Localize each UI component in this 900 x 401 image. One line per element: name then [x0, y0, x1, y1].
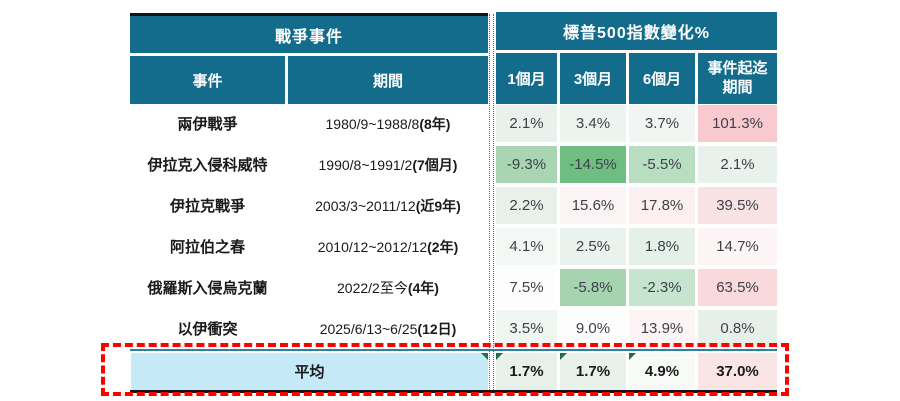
event-name: 伊拉克入侵科威特 [147, 157, 268, 174]
value-cell-span: 0.8% [698, 310, 777, 347]
sp500-change-header: 標普500指數變化% [496, 12, 777, 50]
col-header-3month-label: 3個月 [573, 71, 613, 88]
average-value-6m-label: 4.9% [644, 363, 680, 380]
value-cell-6m: 17.8% [629, 187, 695, 224]
period-duration: (近9年) [415, 197, 461, 214]
value-cell-3m: 9.0% [560, 310, 626, 347]
period-text: 1990/8~1991/2 [318, 156, 413, 173]
value-cell-1m: 3.5% [496, 310, 557, 347]
average-label-cell: 平均 [131, 353, 488, 390]
period-duration: (2年) [427, 238, 459, 255]
period-text: 2003/3~2011/12 [315, 197, 416, 214]
average-value-span-label: 37.0% [716, 363, 759, 380]
period-column-label: 期間 [372, 72, 403, 90]
col-header-event-span-line2: 期間 [722, 78, 753, 96]
event-name: 阿拉伯之春 [169, 239, 245, 256]
value-cell-span: 63.5% [698, 269, 777, 306]
average-value-1m: 1.7% [496, 353, 557, 390]
col-header-event-span-line1: 事件起迄 [707, 59, 768, 77]
event-period: 2022/2至今 (4年) [288, 269, 488, 306]
event-name: 以伊衝突 [177, 321, 238, 338]
period-column-header: 期間 [288, 56, 488, 104]
value-cell-6m: 1.8% [629, 228, 695, 265]
value-cell-1m: 2.2% [496, 187, 557, 224]
war-events-header: 戰爭事件 [130, 16, 488, 53]
formula-indicator-icon [496, 353, 503, 360]
period-text: 1980/9~1988/8 [325, 115, 420, 132]
event-period: 2003/3~2011/12 (近9年) [288, 187, 488, 224]
sp500-change-header-label: 標普500指數變化% [563, 25, 710, 42]
event-column-header: 事件 [130, 56, 285, 104]
col-header-3month: 3個月 [560, 53, 626, 104]
period-duration: (7個月) [412, 156, 458, 173]
col-header-1month-label: 1個月 [507, 71, 546, 88]
page-break-divider-line-2 [493, 14, 494, 392]
event-name: 俄羅斯入侵烏克蘭 [147, 280, 268, 297]
average-row-highlight-box [101, 343, 789, 396]
value-cell-span: 2.1% [698, 146, 777, 183]
formula-indicator-icon [629, 353, 636, 360]
value-cell-6m: 3.7% [629, 105, 695, 142]
value-cell-3m: 2.5% [560, 228, 626, 265]
value-cell-1m: 2.1% [496, 105, 557, 142]
period-text: 2025/6/13~6/25 [319, 320, 418, 337]
event-column-label: 事件 [192, 72, 223, 90]
event-period: 2025/6/13~6/25 (12日) [288, 310, 488, 347]
formula-indicator-icon [560, 353, 567, 360]
left-table-top-border [130, 13, 488, 16]
period-duration: (8年) [419, 115, 451, 132]
average-value-3m-label: 1.7% [575, 363, 611, 380]
average-value-3m: 1.7% [560, 353, 626, 390]
value-cell-3m: -14.5% [560, 146, 626, 183]
col-header-6month: 6個月 [629, 53, 695, 104]
average-row-top-rule [130, 349, 777, 351]
average-label: 平均 [294, 364, 325, 381]
value-cell-1m: -9.3% [496, 146, 557, 183]
event-name: 伊拉克戰爭 [169, 198, 245, 215]
value-cell-6m: 13.9% [629, 310, 695, 347]
value-cell-3m: 15.6% [560, 187, 626, 224]
value-cell-6m: -5.5% [629, 146, 695, 183]
period-text: 2010/12~2012/12 [317, 238, 428, 255]
value-cell-span: 14.7% [698, 228, 777, 265]
average-value-1m-label: 1.7% [509, 363, 544, 380]
event-period: 1980/9~1988/8 (8年) [288, 105, 488, 142]
average-value-span: 37.0% [698, 353, 777, 390]
period-text: 2022/2至今 [337, 279, 408, 296]
event-period: 1990/8~1991/2 (7個月) [288, 146, 488, 183]
value-cell-3m: -5.8% [560, 269, 626, 306]
col-header-6month-label: 6個月 [642, 71, 682, 88]
page-break-divider-line-1 [489, 14, 490, 392]
period-duration: (12日) [417, 320, 457, 337]
event-name: 兩伊戰爭 [177, 116, 238, 133]
average-value-6m: 4.9% [629, 353, 695, 390]
value-cell-3m: 3.4% [560, 105, 626, 142]
war-events-header-label: 戰爭事件 [274, 28, 343, 46]
value-cell-6m: -2.3% [629, 269, 695, 306]
value-cell-1m: 4.1% [496, 228, 557, 265]
value-cell-1m: 7.5% [496, 269, 557, 306]
period-duration: (4年) [407, 279, 439, 296]
table-bottom-border [130, 390, 777, 393]
formula-indicator-icon [481, 353, 488, 360]
col-header-1month: 1個月 [496, 53, 557, 104]
event-period: 2010/12~2012/12 (2年) [288, 228, 488, 265]
col-header-event-span: 事件起迄 期間 [698, 53, 777, 104]
value-cell-span: 39.5% [698, 187, 777, 224]
value-cell-span: 101.3% [698, 105, 777, 142]
